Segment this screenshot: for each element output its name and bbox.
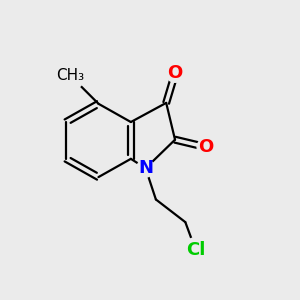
Text: Cl: Cl [186,241,205,259]
Text: O: O [167,64,183,82]
Circle shape [137,159,154,177]
Circle shape [56,62,85,90]
Text: O: O [198,138,214,156]
Text: N: N [138,159,153,177]
Circle shape [197,138,215,156]
Circle shape [183,238,208,262]
Text: CH₃: CH₃ [56,68,85,83]
Circle shape [166,64,184,82]
